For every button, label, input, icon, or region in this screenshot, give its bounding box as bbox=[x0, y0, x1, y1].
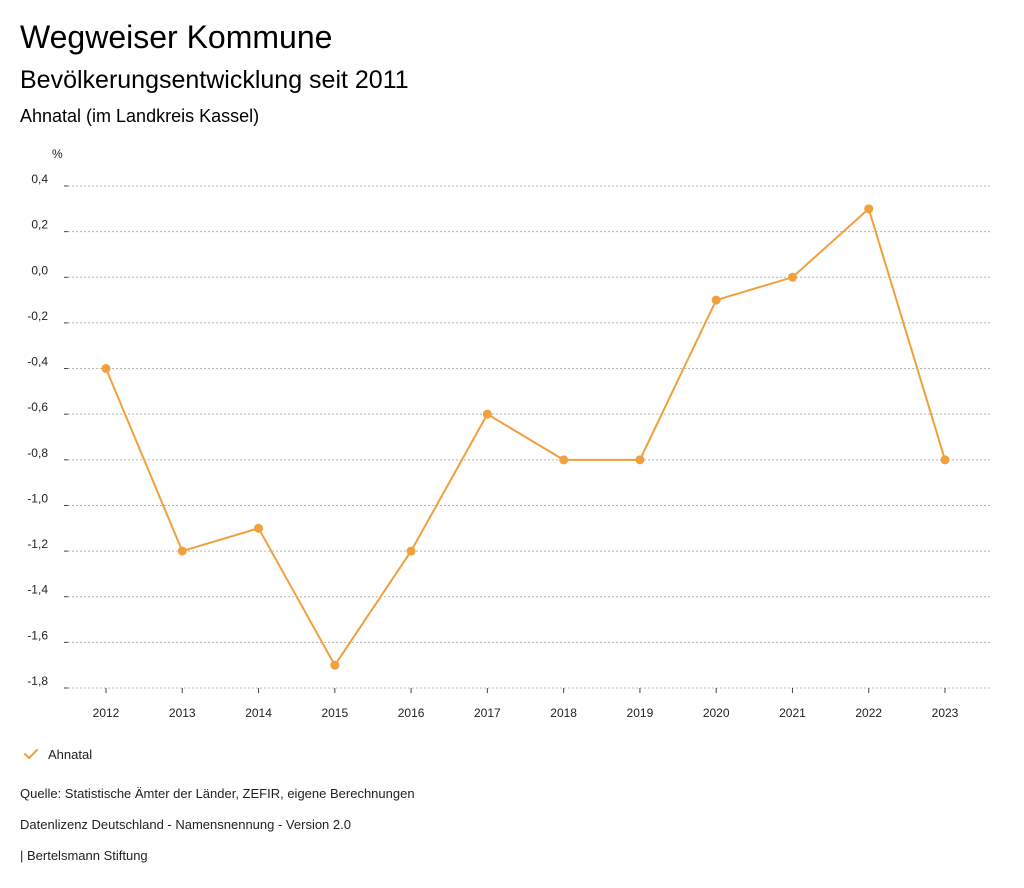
chart-gridlines bbox=[68, 185, 990, 689]
x-tick-label: 2020 bbox=[703, 706, 730, 720]
data-point[interactable] bbox=[330, 660, 340, 670]
y-tick-label: -0,6 bbox=[27, 400, 48, 414]
x-tick-label: 2013 bbox=[169, 706, 196, 720]
data-point[interactable] bbox=[101, 364, 111, 374]
y-tick-label: 0,4 bbox=[31, 172, 48, 186]
x-tick-label: 2021 bbox=[779, 706, 806, 720]
x-axis-ticks: 2012 2013 2014 2015 2016 2017 2018 2019 2020 2021… bbox=[93, 688, 959, 720]
y-axis-unit-label: % bbox=[52, 147, 63, 161]
y-tick-label: -0,2 bbox=[27, 309, 48, 323]
page-title: Wegweiser Kommune bbox=[20, 19, 333, 55]
data-point[interactable] bbox=[406, 546, 416, 556]
data-point[interactable] bbox=[482, 409, 492, 419]
data-point[interactable] bbox=[559, 455, 569, 465]
chart-subtitle: Bevölkerungsentwicklung seit 2011 bbox=[20, 66, 409, 94]
source-note: Quelle: Statistische Ämter der Länder, Z… bbox=[20, 786, 415, 801]
series-line-ahnatal bbox=[105, 207, 946, 668]
x-tick-label: 2018 bbox=[550, 706, 577, 720]
x-tick-label: 2014 bbox=[245, 706, 272, 720]
y-tick-label: 0,0 bbox=[31, 263, 48, 277]
data-point[interactable] bbox=[635, 455, 645, 465]
x-tick-label: 2012 bbox=[93, 706, 120, 720]
data-point[interactable] bbox=[864, 204, 874, 214]
legend[interactable]: Ahnatal bbox=[22, 744, 92, 764]
x-tick-label: 2016 bbox=[398, 706, 425, 720]
data-point[interactable] bbox=[711, 295, 721, 305]
x-tick-label: 2023 bbox=[932, 706, 959, 720]
y-axis-ticks: 0,4 0,2 0,0 -0,2 -0,4 -0,6 -0,8 -1,0 -1,2 -1,4 -1,… bbox=[27, 172, 68, 689]
x-tick-label: 2015 bbox=[321, 706, 348, 720]
data-point[interactable] bbox=[787, 272, 797, 282]
y-tick-label: -1,0 bbox=[27, 491, 48, 505]
y-tick-label: -0,4 bbox=[27, 355, 48, 369]
publisher-note: | Bertelsmann Stiftung bbox=[20, 848, 148, 863]
data-point[interactable] bbox=[177, 546, 187, 556]
y-tick-label: -1,4 bbox=[27, 583, 48, 597]
x-tick-label: 2022 bbox=[855, 706, 882, 720]
municipality-label: Ahnatal (im Landkreis Kassel) bbox=[20, 106, 260, 126]
series-points bbox=[101, 204, 950, 670]
legend-label-ahnatal: Ahnatal bbox=[48, 746, 93, 762]
data-point[interactable] bbox=[940, 455, 950, 465]
check-icon bbox=[24, 749, 38, 759]
line-chart: % 0,4 0,2 0,0 -0,2 -0,4 -0,6 -0,8 -1,0 -1,2 -1,4 -… bbox=[27, 147, 990, 720]
x-tick-label: 2019 bbox=[627, 706, 654, 720]
y-tick-label: -1,2 bbox=[27, 537, 48, 551]
y-tick-label: -0,8 bbox=[27, 446, 48, 460]
license-note: Datenlizenz Deutschland - Namensnennung … bbox=[20, 817, 351, 832]
data-point[interactable] bbox=[254, 523, 264, 533]
y-tick-label: 0,2 bbox=[31, 218, 48, 232]
x-tick-label: 2017 bbox=[474, 706, 501, 720]
y-tick-label: -1,8 bbox=[27, 674, 48, 688]
y-tick-label: -1,6 bbox=[27, 628, 48, 642]
